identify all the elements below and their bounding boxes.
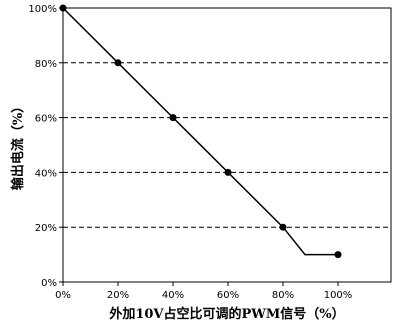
x-tick-label: 0%	[55, 290, 71, 301]
data-point	[59, 4, 67, 12]
x-tick-label: 40%	[162, 290, 184, 301]
x-axis-title: 外加10V占空比可调的PWM信号（%）	[108, 306, 344, 322]
data-point	[334, 251, 342, 259]
x-axis-ticks: 0% 20% 40% 60% 80% 100%	[55, 282, 352, 301]
y-tick-label: 0%	[41, 278, 57, 289]
data-point	[279, 223, 287, 231]
plot-area-frame	[62, 7, 392, 283]
y-axis-title: 输出电流（%）	[10, 100, 26, 190]
series-layer	[59, 4, 342, 259]
series-line	[62, 7, 338, 256]
x-tick-label: 100%	[324, 290, 353, 301]
grid-lines	[63, 62, 391, 228]
x-tick-label: 60%	[217, 290, 239, 301]
data-point	[224, 168, 232, 176]
data-point	[169, 114, 177, 122]
y-tick-label: 40%	[35, 168, 57, 179]
data-point	[114, 59, 122, 67]
y-tick-label: 100%	[28, 4, 57, 15]
y-tick-label: 80%	[35, 59, 57, 70]
x-tick-label: 80%	[272, 290, 294, 301]
y-axis-ticks: 0% 20% 40% 60% 80% 100%	[28, 4, 63, 289]
y-tick-label: 20%	[35, 223, 57, 234]
x-tick-label: 20%	[107, 290, 129, 301]
y-tick-label: 60%	[35, 114, 57, 125]
